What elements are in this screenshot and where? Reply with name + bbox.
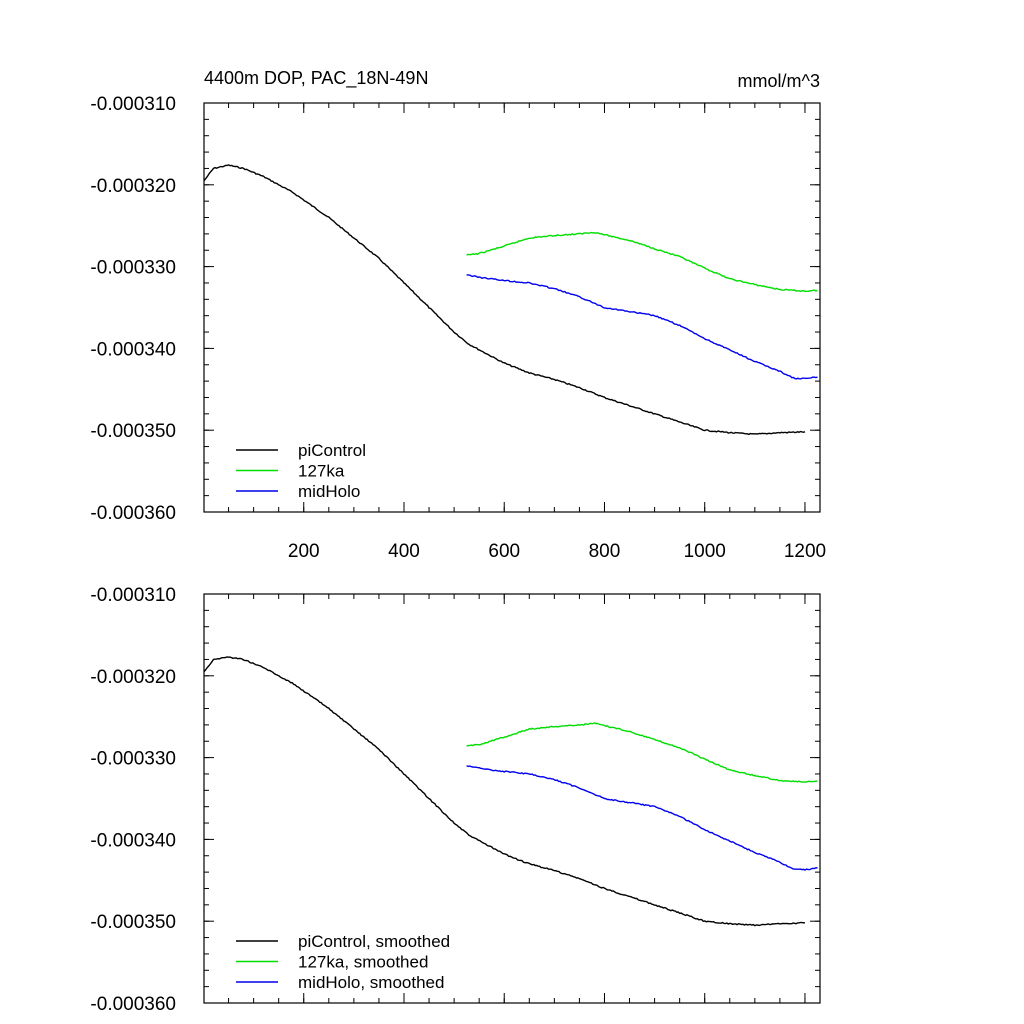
y-tick-label: -0.000360 (90, 994, 176, 1015)
x-tick-label: 200 (288, 541, 320, 562)
series-line-picontrol (203, 656, 805, 927)
y-tick-label: -0.000360 (90, 503, 176, 524)
y-tick-label: -0.000350 (90, 912, 176, 933)
y-tick-label: -0.000320 (90, 667, 176, 688)
y-tick-label: -0.000340 (90, 830, 176, 851)
y-tick-label: -0.000330 (90, 749, 176, 770)
y-tick-label: -0.000340 (90, 339, 176, 360)
series-line-picontrol (203, 164, 806, 436)
bottom-panel: -0.000310 -0.000320 -0.000330 -0.000340 -0.0… (90, 585, 821, 1015)
legend-label: piControl, smoothed (298, 932, 450, 951)
y-tick-label: -0.000310 (90, 585, 176, 606)
x-tick-label: 800 (589, 541, 621, 562)
series-line-127ka (466, 231, 818, 293)
legend-label: 127ka, smoothed (298, 953, 428, 972)
plot-frame (203, 102, 821, 513)
series-line-midholo (466, 765, 818, 871)
x-tick-label: 600 (488, 541, 520, 562)
x-tick-label: 1000 (684, 541, 726, 562)
legend-label: piControl (298, 441, 366, 460)
x-tick-label: 400 (388, 541, 420, 562)
series-line-midholo (466, 274, 818, 380)
x-tick-label: 1200 (784, 541, 826, 562)
legend-label: midHolo, smoothed (298, 973, 444, 992)
y-tick-label: -0.000310 (90, 94, 176, 115)
y-tick-label: -0.000350 (90, 421, 176, 442)
plot-frame (203, 593, 821, 1004)
series-line-127ka (466, 722, 818, 783)
units-label: mmol/m^3 (738, 71, 820, 91)
y-tick-label: -0.000320 (90, 176, 176, 197)
chart-title: 4400m DOP, PAC_18N-49N (204, 68, 428, 89)
legend-label: 127ka (298, 462, 345, 481)
y-tick-label: -0.000330 (90, 258, 176, 279)
top-panel: -0.000310 -0.000320 -0.000330 -0.000340 -0.0… (90, 94, 826, 562)
legend-label: midHolo (298, 482, 360, 501)
